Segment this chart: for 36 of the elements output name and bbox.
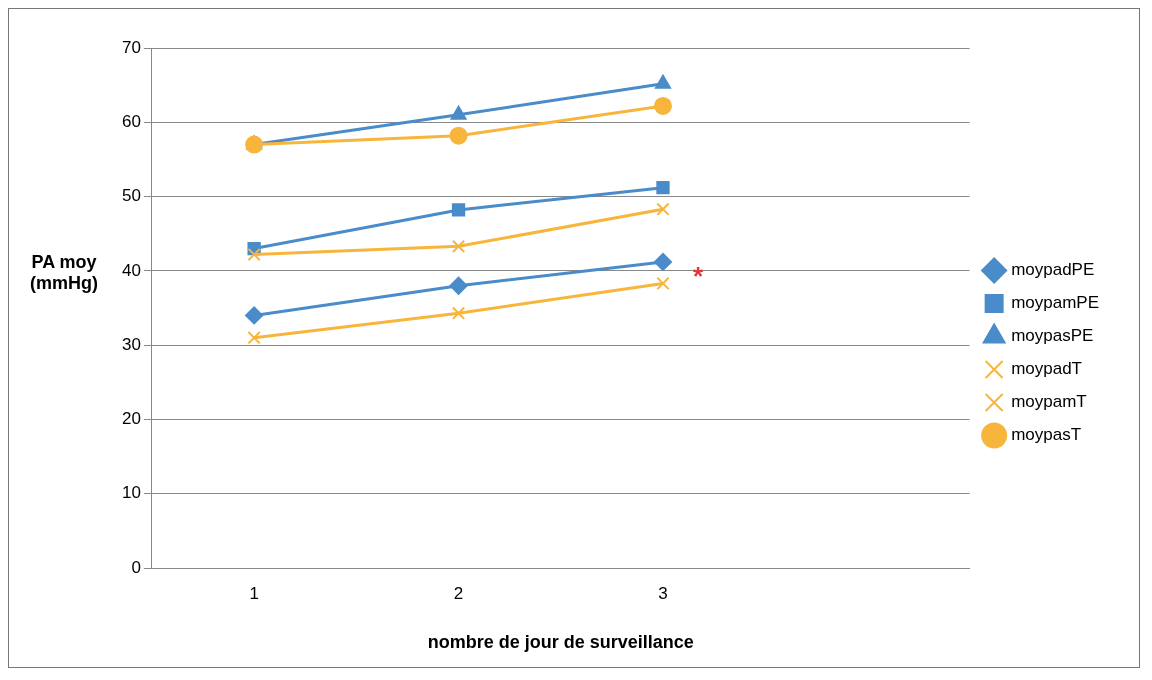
annotation: * bbox=[692, 261, 704, 292]
y-tick-label: 0 bbox=[131, 557, 141, 577]
y-axis-title: PA moy (mmHg) bbox=[29, 252, 99, 294]
point bbox=[450, 105, 467, 120]
point bbox=[449, 126, 468, 145]
y-tick-label: 10 bbox=[121, 483, 141, 503]
x-tick-label: 2 bbox=[453, 583, 464, 603]
point bbox=[656, 181, 670, 195]
x-tick-label: 1 bbox=[249, 583, 259, 603]
y-tick-label: 20 bbox=[121, 409, 141, 429]
point bbox=[247, 247, 261, 262]
legend-label: moypadT bbox=[1011, 359, 1083, 379]
legend-label: moypadPE bbox=[1011, 260, 1095, 280]
y-tick-label: 60 bbox=[121, 111, 141, 131]
y-tick-label: 30 bbox=[121, 334, 141, 354]
point bbox=[653, 96, 672, 115]
point bbox=[245, 306, 264, 325]
legend-label: moypamPE bbox=[1011, 293, 1100, 313]
point bbox=[451, 306, 466, 320]
point bbox=[655, 74, 671, 89]
y-tick-label: 70 bbox=[121, 37, 141, 57]
y-tick-label: 50 bbox=[121, 186, 141, 206]
point bbox=[451, 239, 466, 253]
legend-label: moypamT bbox=[1011, 392, 1087, 412]
x-tick-label: 3 bbox=[658, 583, 668, 603]
legend-label: moypasT bbox=[1011, 425, 1082, 445]
y-tick-label: 40 bbox=[121, 260, 141, 280]
point bbox=[449, 276, 468, 295]
point bbox=[245, 135, 264, 154]
point bbox=[247, 331, 261, 345]
x-axis-title: nombre de jour de surveillance bbox=[427, 632, 694, 653]
point bbox=[656, 276, 670, 291]
point bbox=[656, 202, 670, 216]
point bbox=[653, 252, 672, 271]
point bbox=[451, 203, 466, 217]
legend-label: moypasPE bbox=[1011, 326, 1094, 346]
